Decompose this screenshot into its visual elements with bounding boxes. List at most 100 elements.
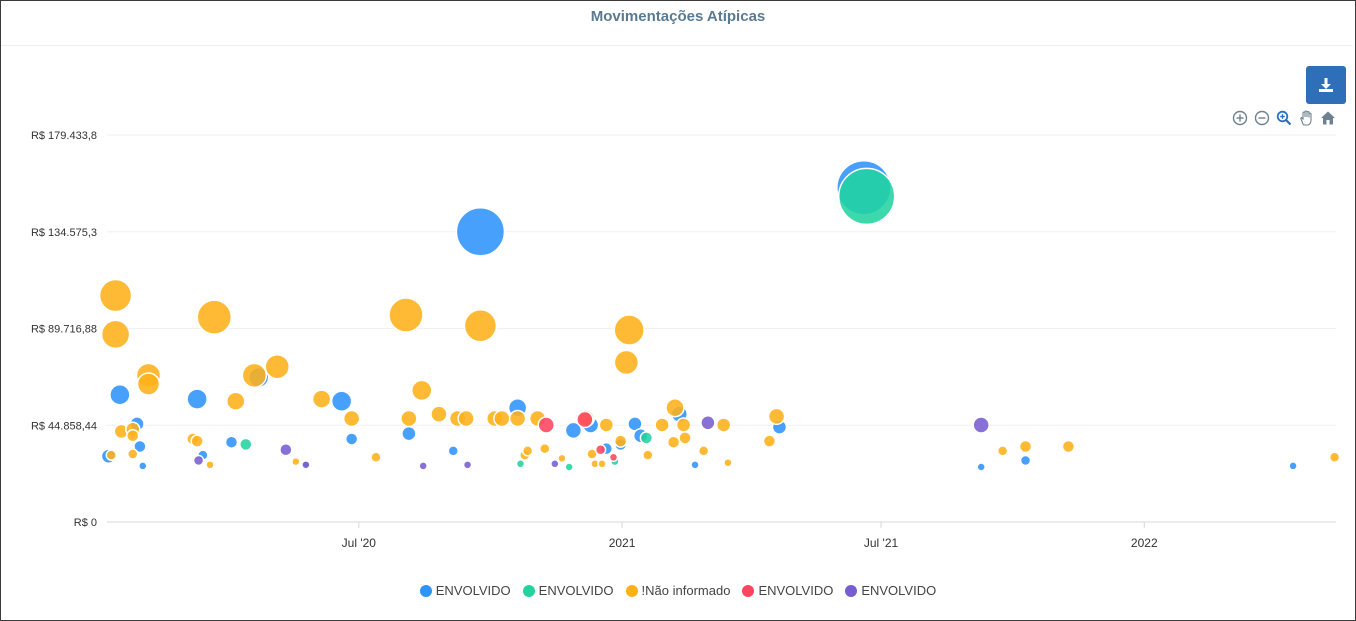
bubble-point[interactable] [576,410,594,429]
y-tick-label: R$ 0 [74,517,97,529]
legend-item[interactable]: ENVOLVIDO [742,583,833,598]
bubble-point[interactable] [613,314,645,346]
bubble-point[interactable] [457,409,475,428]
bubble-point[interactable] [138,461,148,471]
bubble-point[interactable] [639,431,654,445]
bubble-point[interactable] [455,207,506,257]
y-tick-label: R$ 89.716,88 [31,324,97,336]
bubble-point[interactable] [598,417,615,433]
bubble-point[interactable] [521,445,534,457]
bubble-point[interactable] [539,442,551,455]
bubble-point[interactable] [678,431,692,445]
bubble-point[interactable] [196,299,233,335]
bubble-point[interactable] [767,407,786,426]
zoom-out-button[interactable] [1253,110,1270,127]
bubble-point[interactable] [557,453,567,464]
x-tick-label: 2021 [609,536,636,550]
bubble-point[interactable] [837,167,896,226]
download-icon [1319,78,1333,92]
bubble-point[interactable] [665,397,685,418]
bubble-point[interactable] [186,388,208,410]
bubble-point[interactable] [564,421,583,440]
bubble-point[interactable] [762,434,777,448]
bubble-point[interactable] [205,460,215,470]
legend-item[interactable]: ENVOLVIDO [522,583,614,598]
bubble-point[interactable] [400,409,418,428]
pan-hand-icon [1299,110,1312,126]
reset-zoom-button[interactable] [1319,110,1336,127]
bubble-point[interactable] [537,416,555,434]
bubble-point[interactable] [330,390,353,412]
bubble-point[interactable] [463,308,498,343]
bubble-point[interactable] [430,405,448,423]
y-tick-label: R$ 134.575,3 [31,227,97,239]
bubble-point[interactable] [972,416,990,434]
bubble-point[interactable] [370,451,382,464]
home-icon [1320,111,1335,125]
zoom-in-button[interactable] [1231,110,1248,127]
bubble-point[interactable] [675,417,692,433]
bubble-point[interactable] [411,379,433,402]
bubble-point[interactable] [594,443,607,456]
bubble-point[interactable] [1061,439,1076,454]
bubble-point[interactable] [550,459,560,469]
bubble-point[interactable] [388,297,424,333]
bubble-point[interactable] [608,452,619,463]
bubble-point[interactable] [996,445,1009,457]
legend-item[interactable]: ENVOLVIDO [419,583,511,598]
bubble-point[interactable] [976,462,986,472]
bubble-point[interactable] [190,434,204,448]
bubble-point[interactable] [311,389,332,409]
bubble-point[interactable] [447,445,459,457]
selection-zoom-icon [1276,110,1291,126]
bubble-point[interactable] [342,409,361,428]
bubble-point[interactable] [226,391,246,411]
bubble-point[interactable] [401,425,417,442]
bubble-point[interactable] [666,435,681,449]
bubble-point[interactable] [1019,454,1032,467]
bubble-point[interactable] [224,435,239,449]
bubble-point[interactable] [105,449,118,461]
bubble-point[interactable] [697,445,710,457]
bubble-point[interactable] [462,460,473,470]
bubble-point[interactable] [418,461,428,471]
bubble-point[interactable] [133,439,147,454]
bubble-point[interactable] [613,434,628,448]
bubble-point[interactable] [241,362,268,389]
bubble-point[interactable] [1288,461,1298,471]
download-button[interactable] [1306,66,1346,104]
bubble-point[interactable] [642,449,654,461]
bubble-point[interactable] [344,432,359,446]
bubble-point[interactable] [291,456,301,467]
bubble-point[interactable] [301,460,311,470]
bubble-point[interactable] [279,442,293,457]
x-tick-label: 2022 [1131,536,1158,550]
legend-label: ENVOLVIDO [538,583,614,598]
selection-zoom-button[interactable] [1275,110,1292,127]
bubble-point[interactable] [654,417,670,433]
bubble-point[interactable] [715,417,732,433]
bubble-point[interactable] [613,349,640,376]
bubble-point[interactable] [564,462,574,472]
pan-button[interactable] [1297,110,1314,127]
bubble-point[interactable] [264,353,291,380]
bubble-point[interactable] [508,409,527,428]
bubble-point[interactable] [700,415,716,431]
bubble-point[interactable] [192,454,205,467]
bubble-point[interactable] [98,278,133,313]
bubble-point[interactable] [690,460,700,470]
bubble-point[interactable] [1328,451,1341,464]
bubble-point[interactable] [723,457,733,468]
bubble-point[interactable] [493,409,511,428]
bubble-point[interactable] [239,437,253,452]
legend-item[interactable]: !Não informado [625,583,730,598]
bubble-point[interactable] [1018,439,1033,454]
bubble-point[interactable] [515,459,526,469]
bubble-point[interactable] [126,428,140,443]
bubble-point[interactable] [136,372,161,396]
legend-item[interactable]: ENVOLVIDO [845,583,936,598]
bubble-point[interactable] [100,319,131,350]
bubble-point[interactable] [127,448,139,460]
bubble-point[interactable] [597,459,607,469]
bubble-point[interactable] [109,383,131,406]
